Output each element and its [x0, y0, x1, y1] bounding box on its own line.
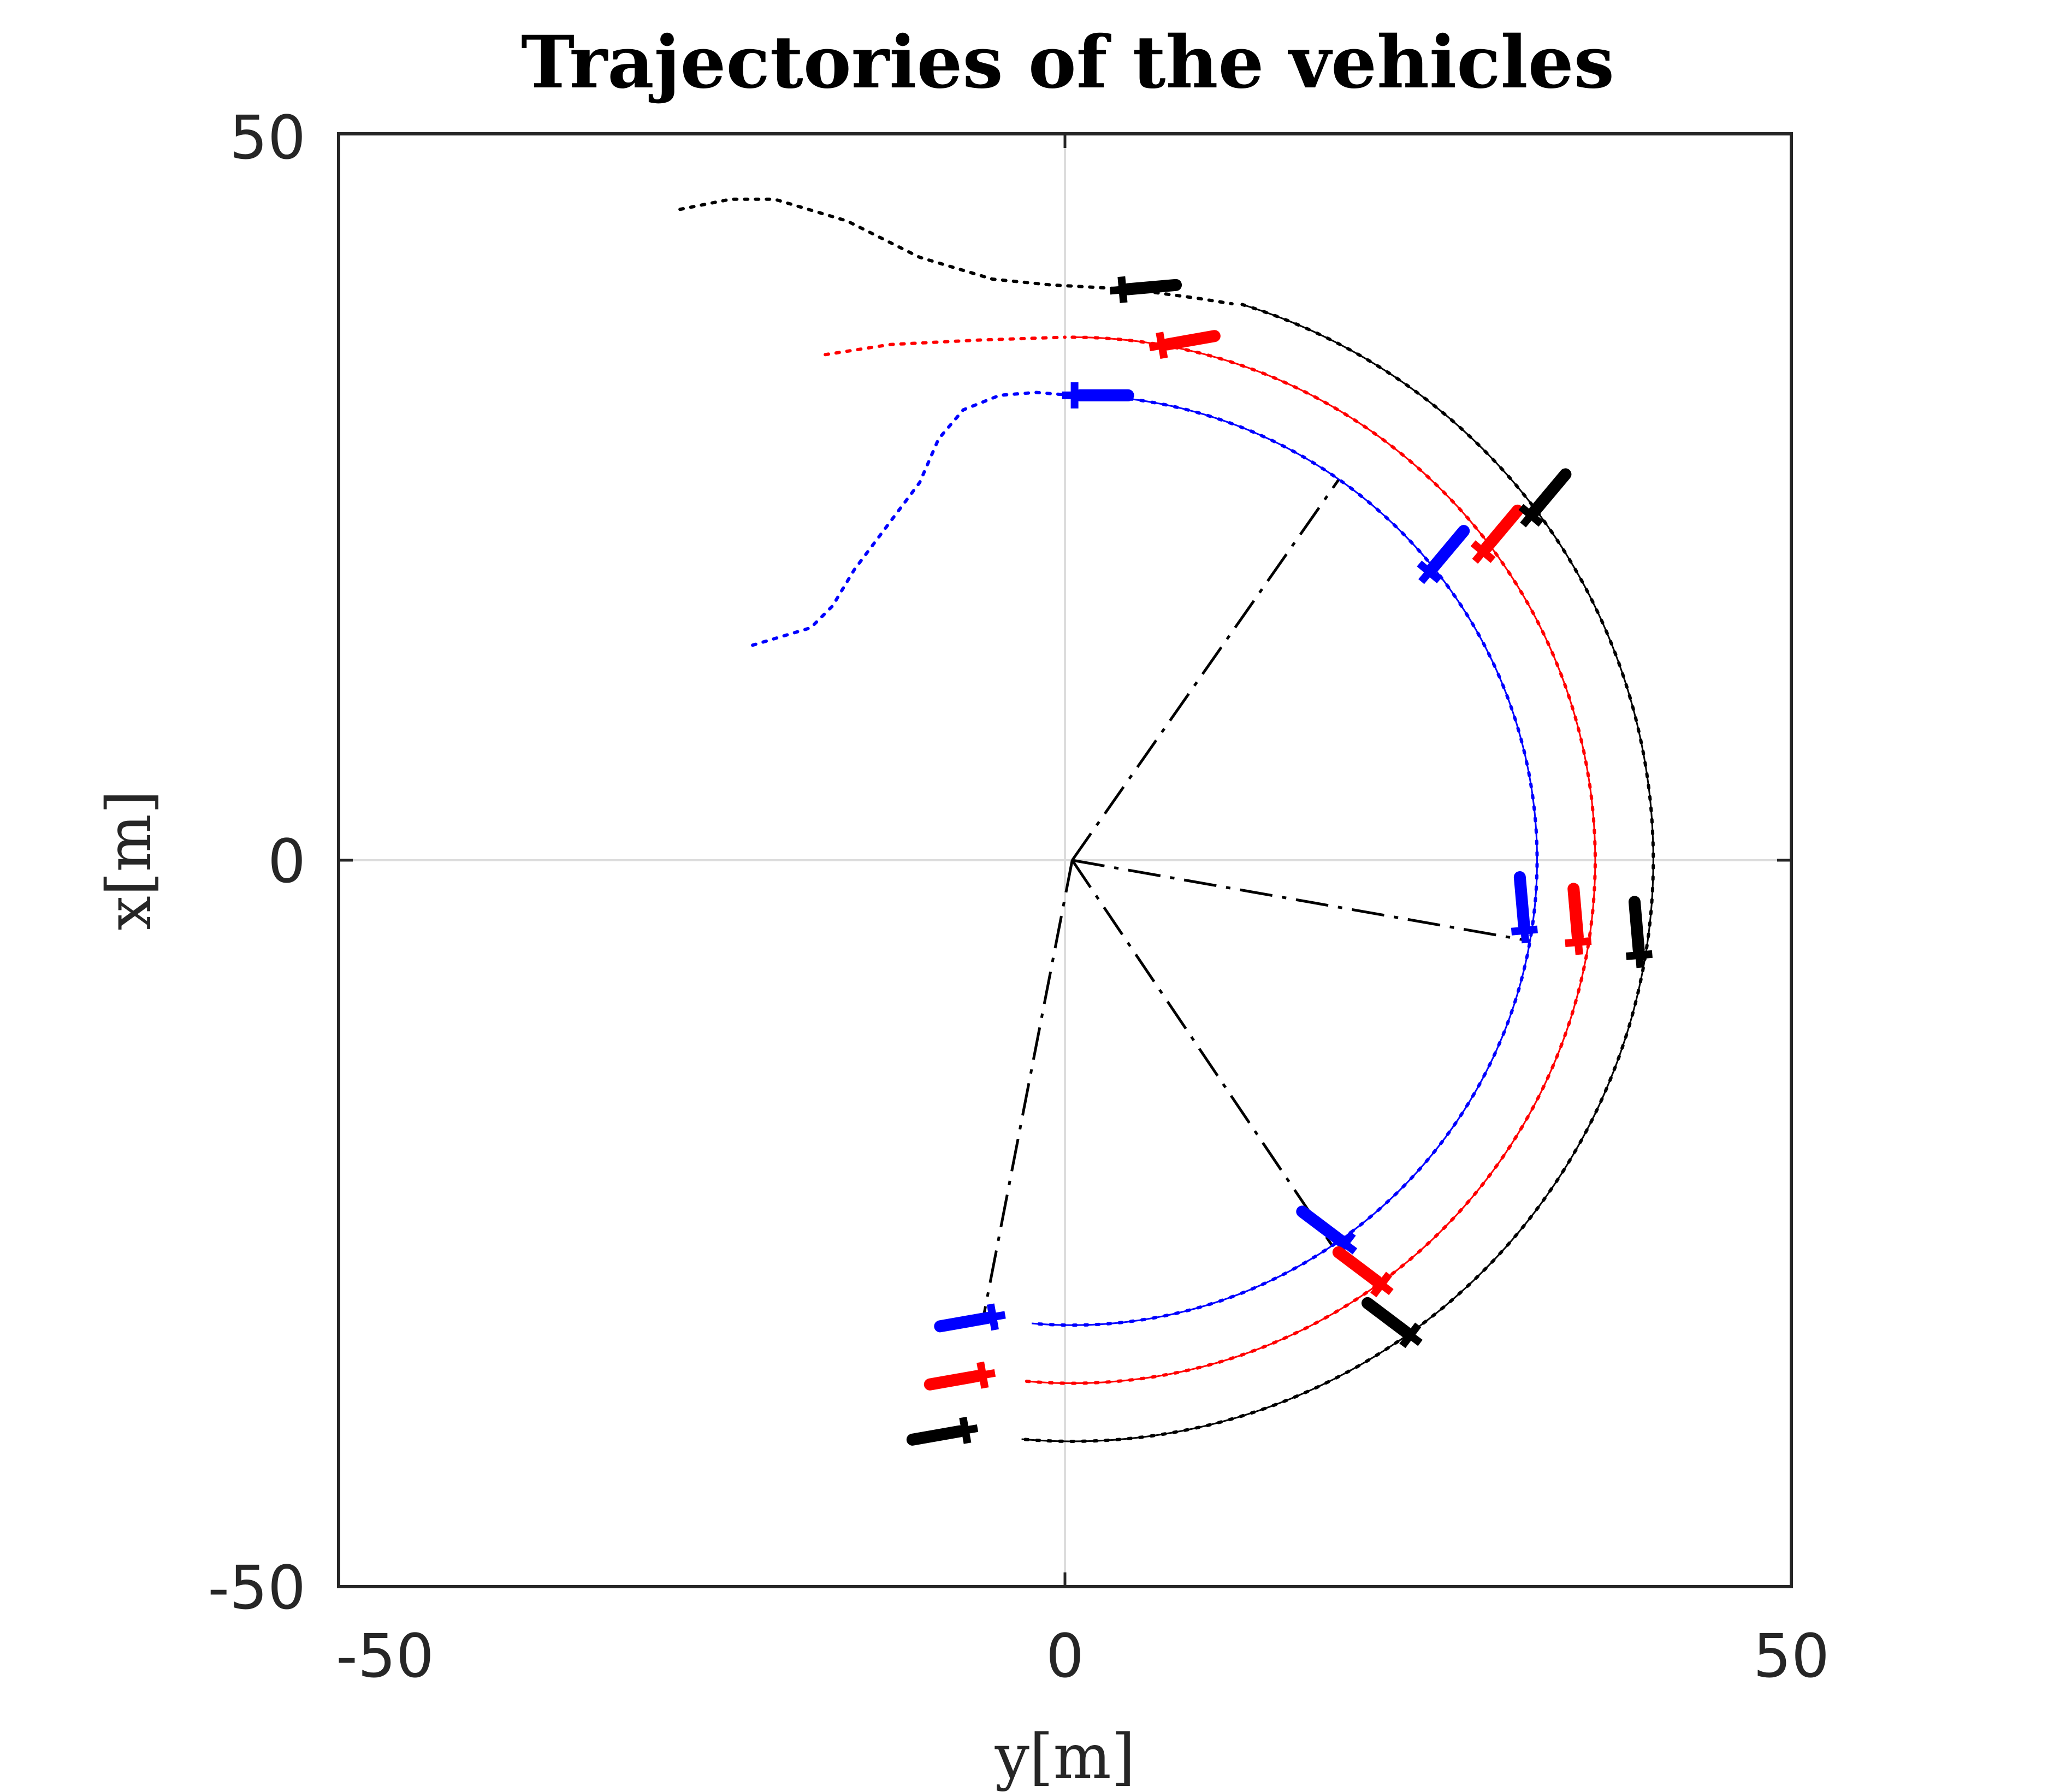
vehicle-marker-1-1 [1470, 504, 1524, 564]
vehicle-tail [1109, 285, 1126, 295]
vehicle-body [1567, 883, 1584, 943]
approach-path-1 [824, 335, 1067, 357]
x-tick-label-zero: 0 [1046, 1621, 1084, 1691]
vehicle-marker-2-4 [906, 1416, 979, 1446]
vehicle-body [906, 1425, 966, 1446]
vehicle-marker-0-0 [1062, 382, 1134, 409]
circle-path-1 [1026, 336, 1596, 1385]
x-tick-label-min: -50 [336, 1621, 434, 1691]
vehicle-body [1296, 1205, 1347, 1247]
vehicle-tail [1376, 1280, 1394, 1296]
vehicle-marker-2-1 [1518, 468, 1572, 528]
vehicle-body [1161, 330, 1221, 351]
vehicle-marker-0-1 [1417, 525, 1470, 584]
vehicle-body [1122, 279, 1182, 295]
vehicle-tail [1520, 927, 1530, 944]
trajectory-paths [678, 197, 1655, 1444]
vehicle-body [1427, 525, 1470, 574]
vehicle-body [1528, 468, 1572, 517]
x-axis-label: y[m] [995, 1722, 1135, 1792]
vehicle-body [934, 1312, 994, 1333]
vehicle-body [1074, 389, 1134, 401]
vehicle-body [1362, 1297, 1412, 1338]
vehicle-body [1513, 871, 1530, 931]
vehicle-tail [1062, 391, 1078, 399]
vehicle-marker-0-2 [1511, 871, 1538, 944]
vehicle-body [924, 1370, 984, 1391]
radial-line-0 [1071, 478, 1340, 861]
vehicle-markers [906, 276, 1653, 1446]
circle-trace-2 [1020, 303, 1655, 1444]
vehicle-tail [1574, 939, 1583, 955]
radial-line-2 [1071, 859, 1334, 1247]
vehicle-tail [1340, 1239, 1358, 1255]
vehicle-marker-2-0 [1109, 276, 1182, 303]
axis-ticks [337, 132, 1793, 1588]
vehicle-body [1628, 896, 1645, 956]
vehicle-tail [1149, 341, 1165, 352]
vehicle-marker-2-2 [1625, 896, 1653, 968]
y-tick-label-zero: 0 [268, 826, 306, 896]
vehicle-tail [979, 1369, 996, 1380]
y-axis-label: x[m] [94, 790, 165, 931]
grid [339, 134, 1791, 1587]
vehicle-marker-2-3 [1362, 1297, 1423, 1349]
vehicle-marker-1-4 [924, 1361, 996, 1391]
vehicle-tail [1635, 952, 1644, 968]
radial-line-3 [982, 860, 1074, 1317]
x-tick-label-max: 50 [1753, 1621, 1830, 1691]
vehicle-tail [1472, 547, 1488, 564]
vehicle-marker-0-4 [934, 1303, 1006, 1333]
vehicle-body [1481, 504, 1524, 554]
vehicle-marker-1-2 [1565, 883, 1592, 955]
vehicle-tail [989, 1311, 1006, 1322]
vehicle-tail [1418, 567, 1434, 584]
approach-path-0 [751, 391, 1074, 647]
radial-line-1 [1072, 859, 1531, 943]
vehicle-marker-1-3 [1332, 1246, 1394, 1298]
chart-title: Trajectories of the vehicles [521, 20, 1614, 105]
vehicle-body [1332, 1246, 1383, 1287]
vehicle-tail [1520, 511, 1536, 528]
radial-lines [982, 478, 1531, 1317]
y-tick-label-min: -50 [208, 1553, 306, 1623]
y-tick-label-max: 50 [229, 103, 306, 173]
circle-trace-0 [1030, 393, 1539, 1327]
vehicle-tail [1406, 1330, 1423, 1346]
vehicle-tail [962, 1424, 979, 1435]
vehicle-marker-1-0 [1149, 330, 1221, 359]
